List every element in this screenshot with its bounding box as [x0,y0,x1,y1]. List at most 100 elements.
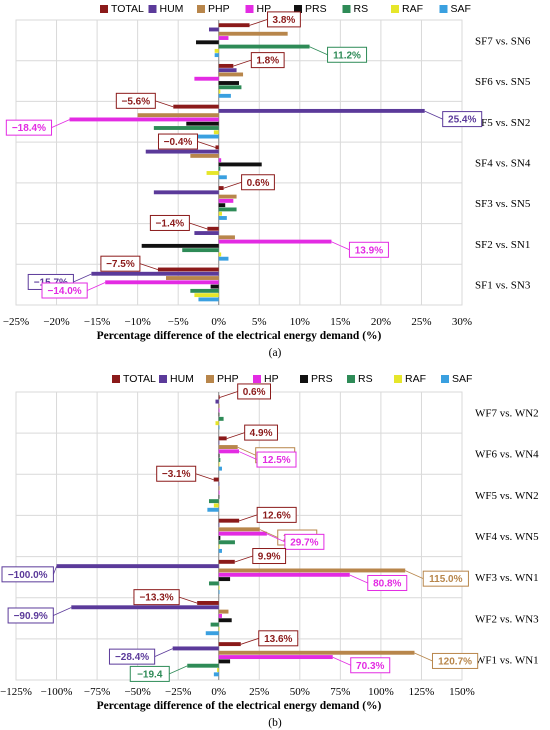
bar-total [218,436,227,441]
bar-php [190,153,219,158]
bar-saf [218,256,229,261]
leader-line [179,596,198,604]
legend-swatch [148,5,157,13]
data-label: −1.4% [149,214,208,231]
x-tick-label: 5% [252,316,267,328]
bar-php [218,650,415,655]
bar-rs [218,207,237,212]
bar-hum [218,481,220,486]
bar-saf [207,507,219,512]
bar-hp [218,490,220,495]
bar-prs [218,162,262,167]
x-axis-title: Percentage difference of the electrical … [97,330,382,342]
data-label-text: −18.4% [12,123,46,134]
data-label: −0.4% [157,133,216,150]
bar-total [218,642,241,647]
x-axis-title: Percentage difference of the electrical … [97,700,382,712]
leader-line [73,273,92,283]
bar-hum [218,440,220,445]
data-label: 13.6% [240,630,299,647]
bar-saf [218,93,231,98]
data-label-text: −28.4% [115,652,149,663]
bar-hp [218,531,267,536]
leader-line [223,181,242,189]
bar-total [197,601,219,605]
data-label: 80.8% [349,574,408,591]
bar-php [218,486,220,491]
bar-total [218,23,250,28]
data-label: −13.3% [133,589,198,606]
x-tick-label: 50% [290,686,310,698]
bar-php [218,235,235,240]
data-label-box [350,657,391,674]
bar-hp [218,408,220,413]
bar-raf [215,421,219,426]
data-label-text: −0.4% [164,137,193,148]
bar-hp [69,117,219,122]
bar-raf [214,48,219,53]
bar-raf [217,668,219,672]
legend-item-total: TOTAL [112,373,156,385]
x-tick-label: 15% [330,316,350,328]
bar-total [218,395,220,400]
bar-hum [91,271,219,276]
bar-hp [218,572,350,577]
bar-hp [218,198,234,203]
data-label: 11.2% [309,46,368,63]
data-label: 25.4% [424,110,483,128]
legend-label: SAF [452,373,472,385]
legend-label: HUM [160,3,184,15]
data-label-text: 25.4% [448,115,476,126]
bar-rs [218,44,310,49]
bar-total [218,559,235,564]
bar-hum [172,646,219,651]
bar-total [218,186,224,190]
bar-php [218,445,238,449]
bar-rs [218,540,235,545]
x-tick-label: −75% [84,686,110,698]
data-label-text: −1.4% [156,218,185,229]
bar-saf [218,175,227,180]
bar-php [218,568,406,573]
bar-rs [218,416,224,421]
data-label-box [157,133,198,150]
bar-hp [218,613,222,618]
x-tick-label: −50% [124,686,150,698]
leader-line [226,432,245,439]
bar-hum [145,149,219,154]
bar-rs [182,248,219,253]
bar-total [218,518,240,523]
x-tick-label: 75% [330,686,350,698]
leader-line [405,570,424,580]
data-label: −18.4% [5,119,70,136]
x-tick-label: −15% [84,316,110,328]
legend-item-hp: HP [253,373,279,385]
x-tick-label: −10% [124,316,150,328]
bar-total [215,145,219,150]
legend-swatch [394,375,402,383]
bar-hum [56,564,219,569]
data-label-box [267,11,301,28]
legend-item-saf: SAF [441,373,472,385]
x-tick-label: −20% [43,316,69,328]
leader-line [53,566,57,575]
bar-php [218,527,260,532]
data-label: 0.6% [219,383,272,400]
bar-raf [218,585,220,590]
data-label-text: 12.5% [262,455,290,466]
data-label-text: −19.4 [137,669,163,680]
data-label: 70.3% [332,656,391,674]
legend-label: PRS [305,3,327,15]
data-label-box [367,574,408,591]
bar-rs [208,499,219,504]
data-label: 9.9% [234,548,287,565]
bar-php [218,31,288,36]
bar-prs [210,284,219,289]
legend-item-php: PHP [206,373,239,385]
legend-label: SAF [451,3,471,15]
category-label: SF2 vs. SN1 [475,239,530,251]
leader-line [240,637,259,645]
data-label-box [442,111,483,128]
legend-item-prs: PRS [294,3,327,15]
data-label-box [149,214,190,231]
